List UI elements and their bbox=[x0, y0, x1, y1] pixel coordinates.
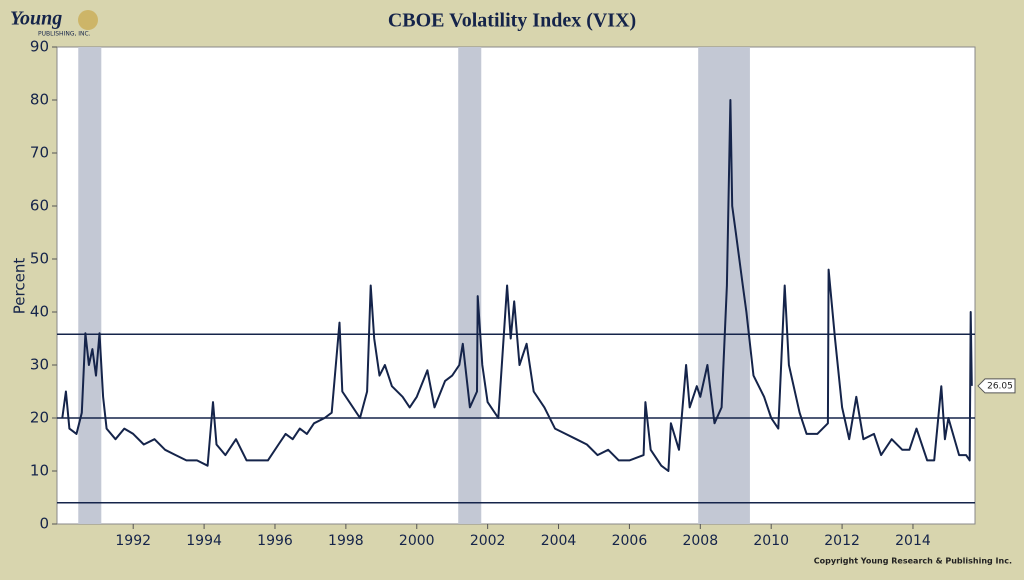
y-tick-label: 0 bbox=[39, 515, 49, 533]
last-value-callout bbox=[977, 378, 1016, 394]
plot-area bbox=[56, 46, 976, 525]
logo-globe bbox=[78, 10, 98, 30]
x-tick-label: 1998 bbox=[328, 533, 364, 549]
chart-title: CBOE Volatility Index (VIX) bbox=[388, 10, 636, 32]
y-axis-label: Percent bbox=[11, 258, 29, 315]
y-tick-label: 80 bbox=[30, 91, 49, 109]
x-tick-label: 2008 bbox=[682, 533, 718, 549]
last-value-label: 26.05 bbox=[987, 381, 1013, 391]
x-tick-label: 1994 bbox=[186, 533, 222, 549]
y-tick-label: 90 bbox=[30, 38, 49, 56]
x-tick-label: 1996 bbox=[257, 533, 293, 549]
x-tick-label: 2000 bbox=[399, 533, 435, 549]
x-tick-label: 2006 bbox=[612, 533, 648, 549]
y-tick-label: 10 bbox=[30, 462, 49, 480]
x-tick-label: 2014 bbox=[895, 533, 931, 549]
recession-band bbox=[78, 47, 102, 524]
x-tick-label: 2004 bbox=[541, 533, 577, 549]
logo-name: Young bbox=[10, 8, 62, 30]
y-tick-label: 20 bbox=[30, 409, 49, 427]
y-tick-label: 30 bbox=[30, 356, 49, 374]
x-tick-label: 2010 bbox=[753, 533, 789, 549]
y-tick-label: 60 bbox=[30, 197, 49, 215]
y-tick-label: 50 bbox=[30, 250, 49, 268]
x-tick-label: 2002 bbox=[470, 533, 506, 549]
vix-line bbox=[61, 99, 973, 472]
x-tick-label: 2012 bbox=[824, 533, 860, 549]
recession-band bbox=[698, 47, 750, 524]
copyright: Copyright Young Research & Publishing In… bbox=[814, 557, 1012, 566]
logo-subtitle: PUBLISHING, INC. bbox=[38, 31, 91, 38]
y-tick-label: 70 bbox=[30, 144, 49, 162]
x-tick-label: 1992 bbox=[115, 533, 151, 549]
recession-band bbox=[458, 47, 482, 524]
y-tick-label: 40 bbox=[30, 303, 49, 321]
